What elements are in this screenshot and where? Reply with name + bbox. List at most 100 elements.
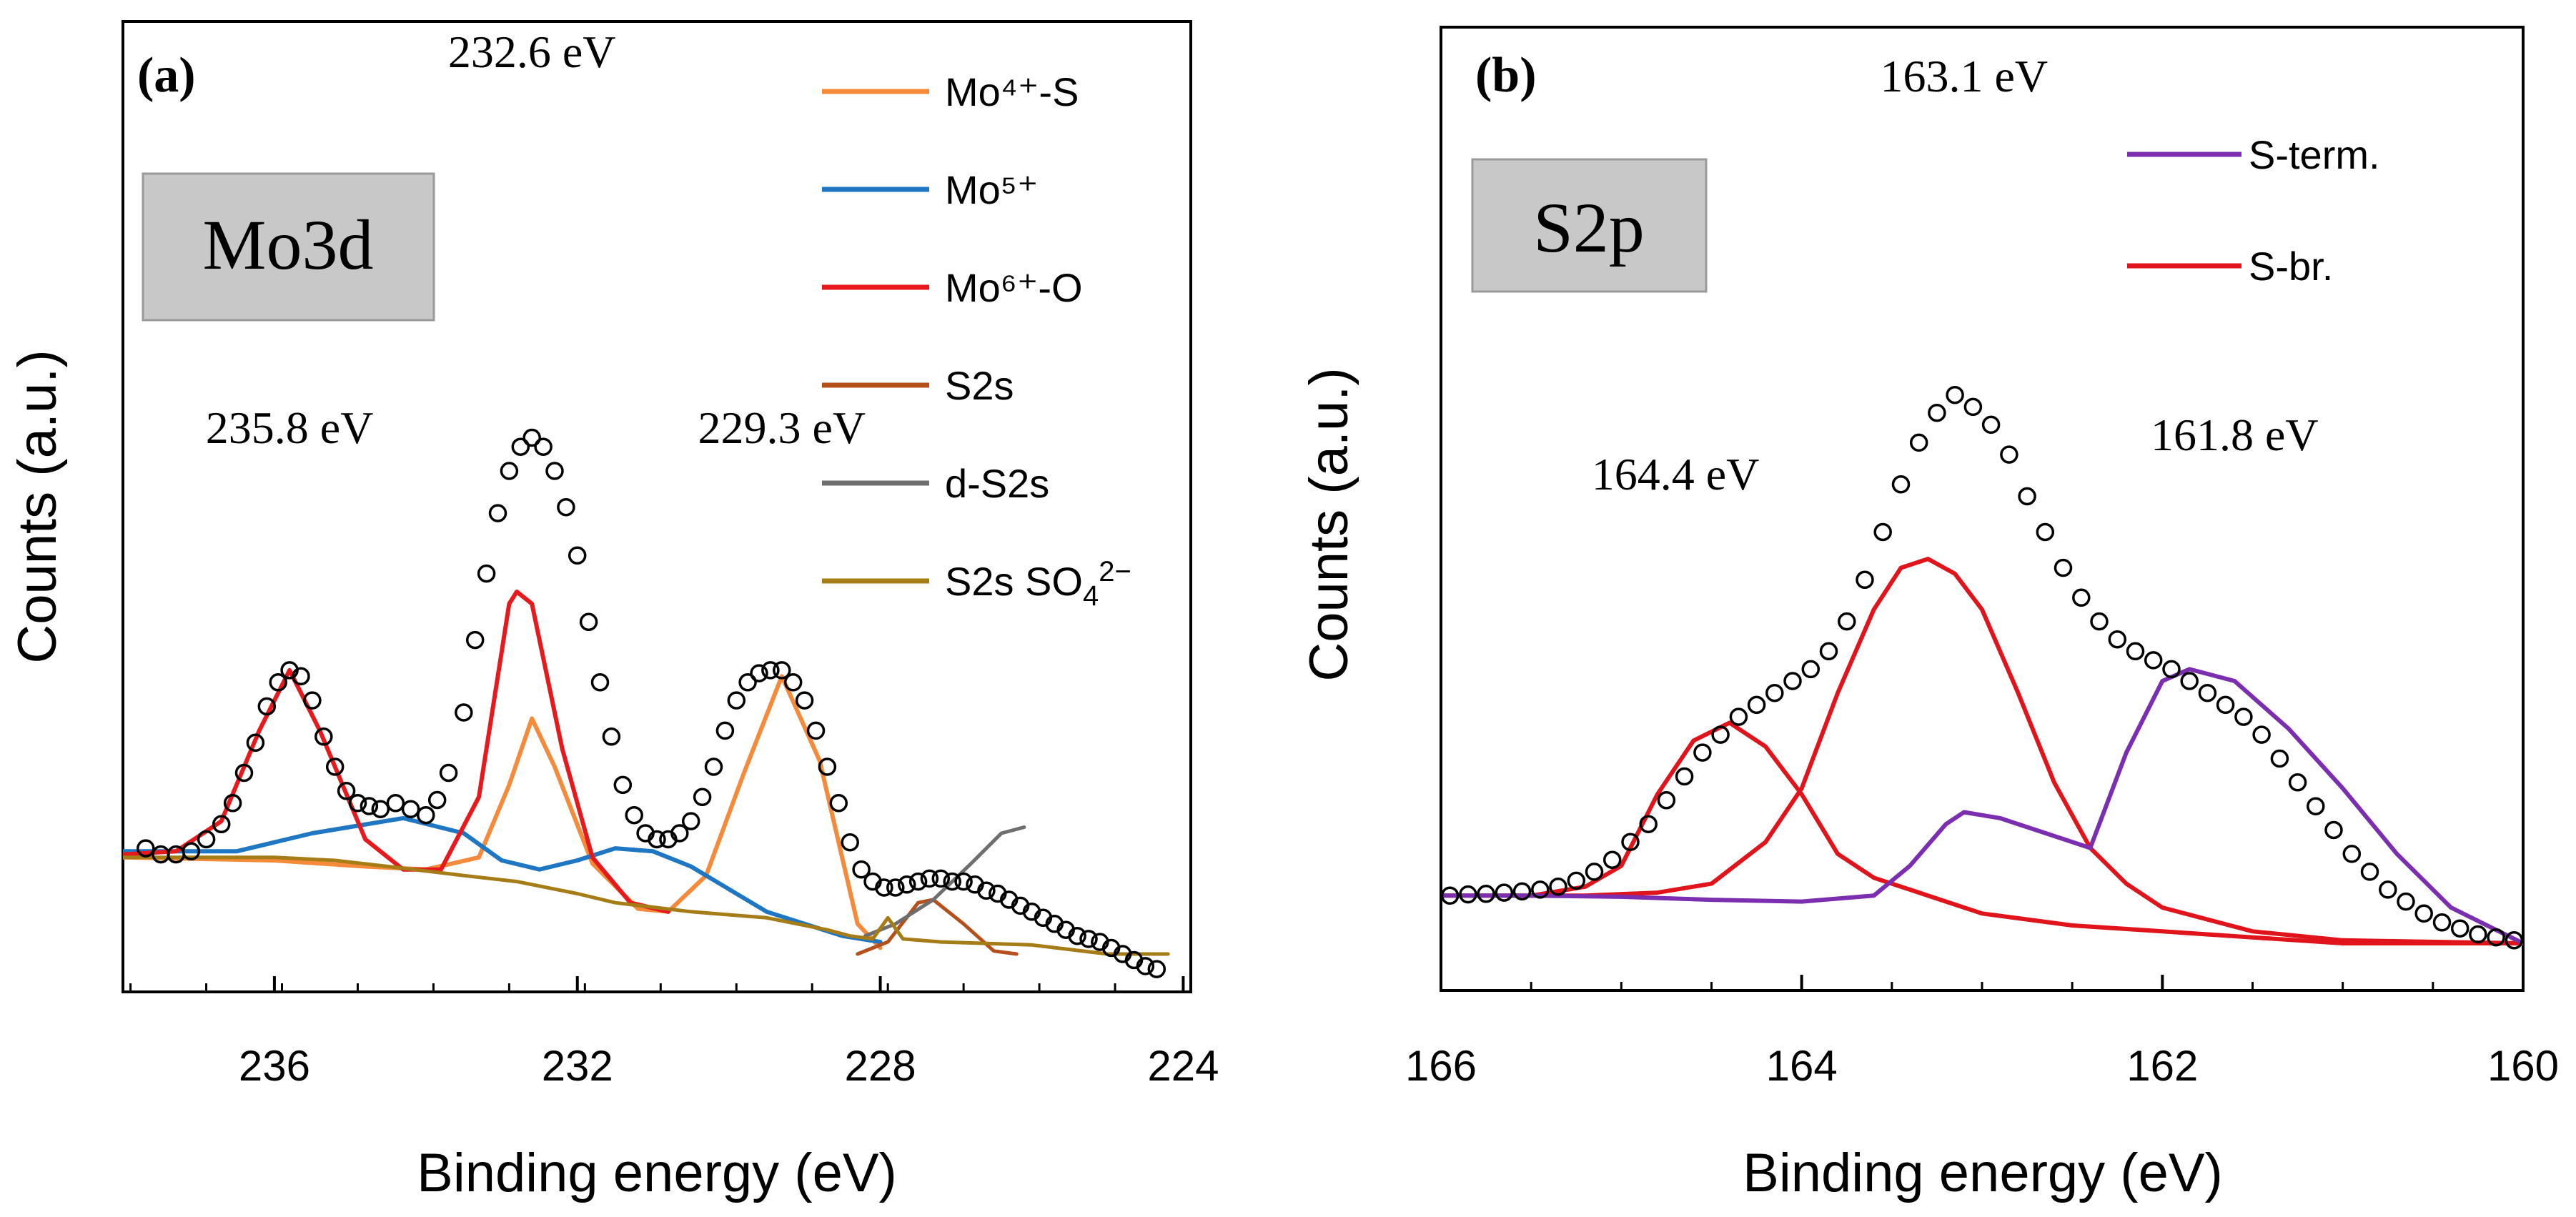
data-point bbox=[1512, 882, 1532, 901]
data-point bbox=[648, 830, 666, 849]
peak-annotation: 164.4 eV bbox=[1592, 449, 1760, 500]
data-point bbox=[292, 667, 310, 686]
legend-label: S-br. bbox=[2249, 244, 2333, 289]
legend-label: S2s SO42− bbox=[945, 556, 1131, 612]
region-label-box bbox=[1471, 158, 1708, 293]
data-point bbox=[761, 661, 780, 680]
data-point bbox=[818, 757, 837, 776]
data-point bbox=[455, 703, 473, 722]
data-point bbox=[246, 733, 265, 752]
data-point bbox=[511, 437, 530, 456]
data-point bbox=[257, 697, 277, 716]
region-label-box bbox=[142, 172, 435, 322]
peak-annotation: 232.6 eV bbox=[448, 26, 616, 77]
data-point bbox=[2505, 931, 2524, 950]
data-point bbox=[1928, 403, 1946, 422]
data-point bbox=[2144, 651, 2163, 670]
data-point bbox=[738, 673, 757, 692]
legend-label: Mo⁶⁺-O bbox=[945, 265, 1083, 310]
data-point bbox=[1567, 871, 1586, 890]
legend-subscript: 4 bbox=[1083, 580, 1099, 612]
peak-annotation: 229.3 eV bbox=[698, 402, 866, 453]
data-point bbox=[1147, 960, 1166, 978]
data-points bbox=[137, 428, 1166, 978]
panel-label: (b) bbox=[1475, 48, 1537, 103]
x-axis-label: Binding energy (eV) bbox=[1743, 1143, 2223, 1203]
x-tick-label: 232 bbox=[542, 1042, 613, 1090]
data-point bbox=[325, 757, 345, 776]
x-tick-label: 236 bbox=[239, 1042, 310, 1090]
data-point bbox=[1495, 883, 1514, 902]
x-tick-label: 166 bbox=[1405, 1042, 1477, 1090]
data-point bbox=[348, 794, 367, 813]
data-point bbox=[557, 497, 575, 517]
data-point bbox=[182, 842, 201, 861]
data-point bbox=[602, 727, 621, 746]
data-point bbox=[2397, 892, 2415, 911]
data-point bbox=[545, 462, 564, 480]
data-point bbox=[897, 875, 916, 894]
series-line bbox=[123, 590, 670, 914]
data-point bbox=[2324, 820, 2343, 840]
series-line bbox=[863, 825, 1026, 938]
series-line bbox=[1441, 667, 2523, 945]
data-point bbox=[371, 800, 390, 818]
x-tick-label: 160 bbox=[2487, 1042, 2559, 1090]
data-point bbox=[386, 794, 405, 813]
legend-label: S-term. bbox=[2249, 132, 2380, 177]
data-point bbox=[795, 691, 814, 710]
data-point bbox=[2126, 642, 2145, 661]
data-point bbox=[625, 805, 643, 825]
data-points bbox=[1440, 385, 2524, 950]
data-point bbox=[212, 815, 231, 834]
legend-label: Mo⁵⁺ bbox=[945, 167, 1039, 212]
data-point bbox=[1602, 850, 1622, 869]
data-point bbox=[908, 872, 928, 891]
data-point bbox=[1729, 707, 1748, 726]
data-point bbox=[1946, 385, 1964, 404]
data-point bbox=[2072, 588, 2091, 607]
data-point bbox=[773, 661, 791, 680]
data-point bbox=[1838, 612, 1856, 631]
data-point bbox=[1765, 683, 1784, 702]
panel-a: 236 232 228 224 Binding energy (eV) Counts (a… bbox=[7, 20, 1219, 1203]
data-point bbox=[401, 800, 420, 818]
legend-superscript: 2− bbox=[1099, 556, 1131, 587]
data-point bbox=[2180, 672, 2199, 690]
data-point bbox=[1693, 743, 1712, 762]
data-point bbox=[590, 673, 610, 692]
data-point bbox=[2487, 928, 2505, 947]
data-point bbox=[2108, 630, 2127, 649]
x-tick-label: 228 bbox=[845, 1042, 916, 1090]
data-point bbox=[1873, 522, 1892, 542]
y-axis-label: Counts (a.u.) bbox=[1299, 367, 1359, 681]
data-point bbox=[197, 830, 216, 849]
legend-label: d-S2s bbox=[945, 461, 1049, 506]
data-point bbox=[477, 564, 496, 583]
data-point bbox=[1136, 957, 1155, 975]
x-axis-label: Binding energy (eV) bbox=[417, 1143, 897, 1203]
data-point bbox=[715, 721, 735, 740]
data-point bbox=[314, 727, 333, 746]
data-point bbox=[2414, 904, 2433, 923]
series-line bbox=[1441, 720, 2523, 945]
region-label: Mo3d bbox=[203, 205, 374, 284]
data-point bbox=[943, 872, 961, 891]
legend-label: S2s bbox=[945, 363, 1014, 408]
data-point bbox=[1549, 878, 1567, 896]
x-tick-label: 164 bbox=[1766, 1042, 1838, 1090]
data-point bbox=[465, 630, 485, 650]
data-point bbox=[852, 860, 871, 879]
data-point bbox=[417, 805, 435, 825]
data-point bbox=[670, 824, 689, 843]
data-point bbox=[2198, 683, 2217, 702]
data-point bbox=[488, 504, 507, 522]
legend: S-term. S-br. bbox=[2127, 132, 2380, 289]
y-axis-label: Counts (a.u.) bbox=[7, 349, 68, 663]
data-point bbox=[2379, 880, 2397, 899]
data-point bbox=[2216, 695, 2235, 715]
data-point bbox=[137, 839, 155, 858]
data-point bbox=[1981, 415, 2001, 434]
data-point bbox=[1856, 570, 1874, 590]
data-point bbox=[704, 757, 723, 776]
